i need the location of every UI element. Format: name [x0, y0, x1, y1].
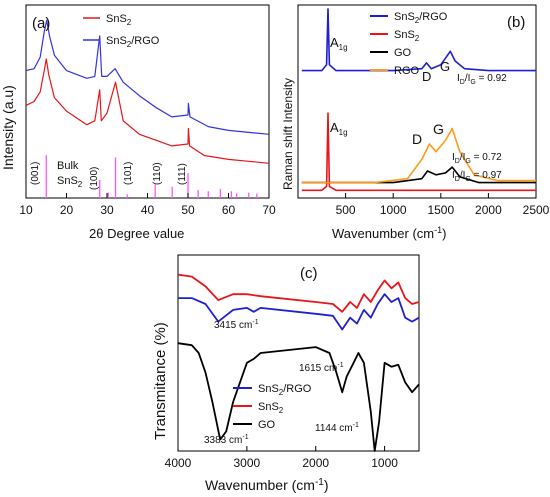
annotation-101: (101) — [123, 162, 134, 185]
series-line-sns2-rgo — [178, 293, 420, 331]
panel-b-x-axis-label: Wavenumber (cm-1) — [332, 225, 446, 241]
x-tick-label: 2500 — [523, 203, 550, 217]
panel-a-label: (a) — [32, 15, 50, 32]
x-tick-label: 50 — [181, 203, 195, 217]
annotation-d-bottom: D — [412, 131, 422, 147]
legend-label-sns2: SnS2 — [106, 13, 132, 27]
legend-label-go-b: GO — [394, 47, 412, 59]
panel-c-frame — [177, 254, 420, 452]
annotation-bulk: Bulk — [57, 160, 79, 172]
annotation-ratio-072: ID/IG = 0.72 — [452, 152, 502, 165]
series-line-sns2-rgo — [301, 8, 536, 72]
annotation-1615: 1615 cm-1 — [299, 362, 344, 374]
panel-c-x-axis-label: Wavenumber (cm-1) — [205, 477, 329, 493]
series-line-sns2-rgo — [25, 19, 270, 135]
panel-a-series — [25, 19, 270, 164]
legend-label-sns2-b: SnS2 — [394, 29, 420, 43]
panel-a-x-ticks: 10 20 30 40 50 60 70 — [19, 193, 276, 217]
x-tick-label: 60 — [222, 203, 236, 217]
series-line-sns2 — [25, 58, 270, 164]
x-tick-label: 1500 — [427, 203, 454, 217]
legend-label-sns2-rgo: SnS2/RGO — [106, 35, 160, 49]
panel-c-x-ticks: 4000 3000 2000 1000 — [165, 446, 398, 470]
annotation-d-top: D — [422, 69, 431, 84]
panel-b: 500 1000 1500 2000 2500 (b) SnS2/RGO SnS2 GO… — [281, 4, 550, 241]
x-tick-label: 1000 — [371, 456, 398, 470]
x-tick-label: 30 — [100, 203, 114, 217]
panel-a-y-axis-label: Intensity (a.u) — [0, 85, 16, 170]
annotation-ratio-097: ID/IG = 0.97 — [452, 170, 502, 183]
series-line-sns2 — [301, 112, 536, 192]
annotation-g-bottom: G — [433, 121, 444, 137]
panel-b-y-axis-label: Raman shift Intensity — [281, 78, 295, 190]
annotation-g-top: G — [440, 59, 450, 74]
x-tick-label: 20 — [60, 203, 74, 217]
panel-b-frame — [297, 4, 537, 199]
legend-label-sns2-rgo-b: SnS2/RGO — [394, 11, 448, 25]
x-tick-label: 10 — [19, 203, 33, 217]
panel-a-x-axis-label: 2θ Degree value — [89, 226, 184, 241]
series-line-go — [177, 342, 420, 452]
panel-c-label: (c) — [300, 265, 318, 282]
annotation-bulk-sns2: SnS2 — [57, 175, 83, 189]
panel-b-series — [301, 8, 536, 192]
legend-label-sns2-c: SnS2 — [258, 401, 284, 415]
annotation-100: (100) — [89, 167, 100, 190]
annotation-001: (001) — [30, 162, 41, 185]
annotation-3383: 3383 cm-1 — [204, 434, 249, 446]
panel-c: 4000 3000 2000 1000 (c) SnS2/RGO SnS2 GO 34… — [152, 254, 420, 493]
annotation-a1g-bottom: A1g — [330, 120, 348, 137]
panel-b-x-ticks: 500 1000 1500 2000 2500 — [336, 193, 550, 217]
x-tick-label: 40 — [141, 203, 155, 217]
legend-label-go-c: GO — [258, 419, 276, 431]
annotation-111: (111) — [177, 163, 188, 185]
annotation-ratio-092: ID/IG = 0.92 — [457, 73, 507, 86]
series-line-go — [301, 166, 536, 184]
series-line-rgo — [301, 127, 536, 184]
x-tick-label: 1000 — [380, 203, 407, 217]
annotation-a1g-top: A1g — [330, 35, 348, 52]
panel-c-y-axis-label: Transmitance (%) — [152, 322, 169, 440]
annotation-3415: 3415 cm-1 — [214, 319, 259, 331]
panel-c-series — [177, 273, 420, 452]
x-tick-label: 2000 — [302, 456, 329, 470]
series-line-sns2 — [177, 273, 420, 313]
legend-label-rgo-b: RGO — [394, 65, 420, 77]
panel-a: 10 20 30 40 50 60 70 (a) SnS2 SnS2/RGO (001) (… — [0, 4, 276, 241]
legend-label-sns2-rgo-c: SnS2/RGO — [258, 383, 312, 397]
annotation-110: (110) — [152, 162, 163, 185]
x-tick-label: 4000 — [165, 456, 192, 470]
panel-b-label: (b) — [507, 14, 525, 31]
x-tick-label: 2000 — [475, 203, 502, 217]
x-tick-label: 3000 — [234, 456, 261, 470]
x-tick-label: 70 — [262, 203, 276, 217]
annotation-1144: 1144 cm-1 — [315, 422, 359, 434]
x-tick-label: 500 — [336, 203, 356, 217]
